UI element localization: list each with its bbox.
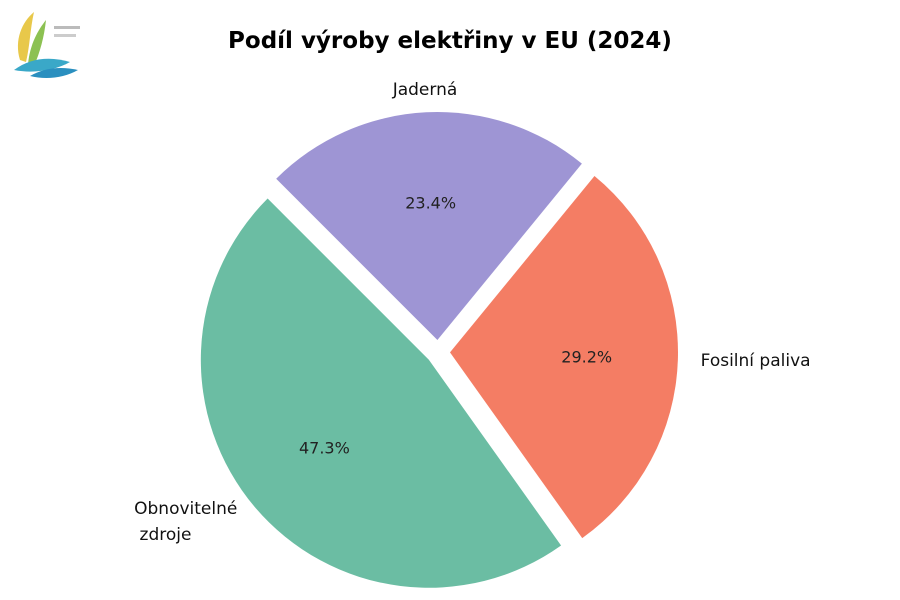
category-label: Jaderná	[392, 79, 458, 100]
logo	[14, 12, 80, 78]
category-label: Fosilní paliva	[700, 350, 811, 371]
chart-title: Podíl výroby elektřiny v EU (2024)	[228, 28, 672, 54]
pie-slice	[449, 176, 678, 539]
value-label: 23.4%	[405, 193, 457, 213]
pie-slice	[200, 198, 562, 588]
category-label: Obnovitelné zdroje	[134, 498, 238, 545]
value-label: 29.2%	[561, 347, 613, 367]
value-label: 47.3%	[298, 438, 350, 458]
pie-slice	[276, 112, 582, 341]
